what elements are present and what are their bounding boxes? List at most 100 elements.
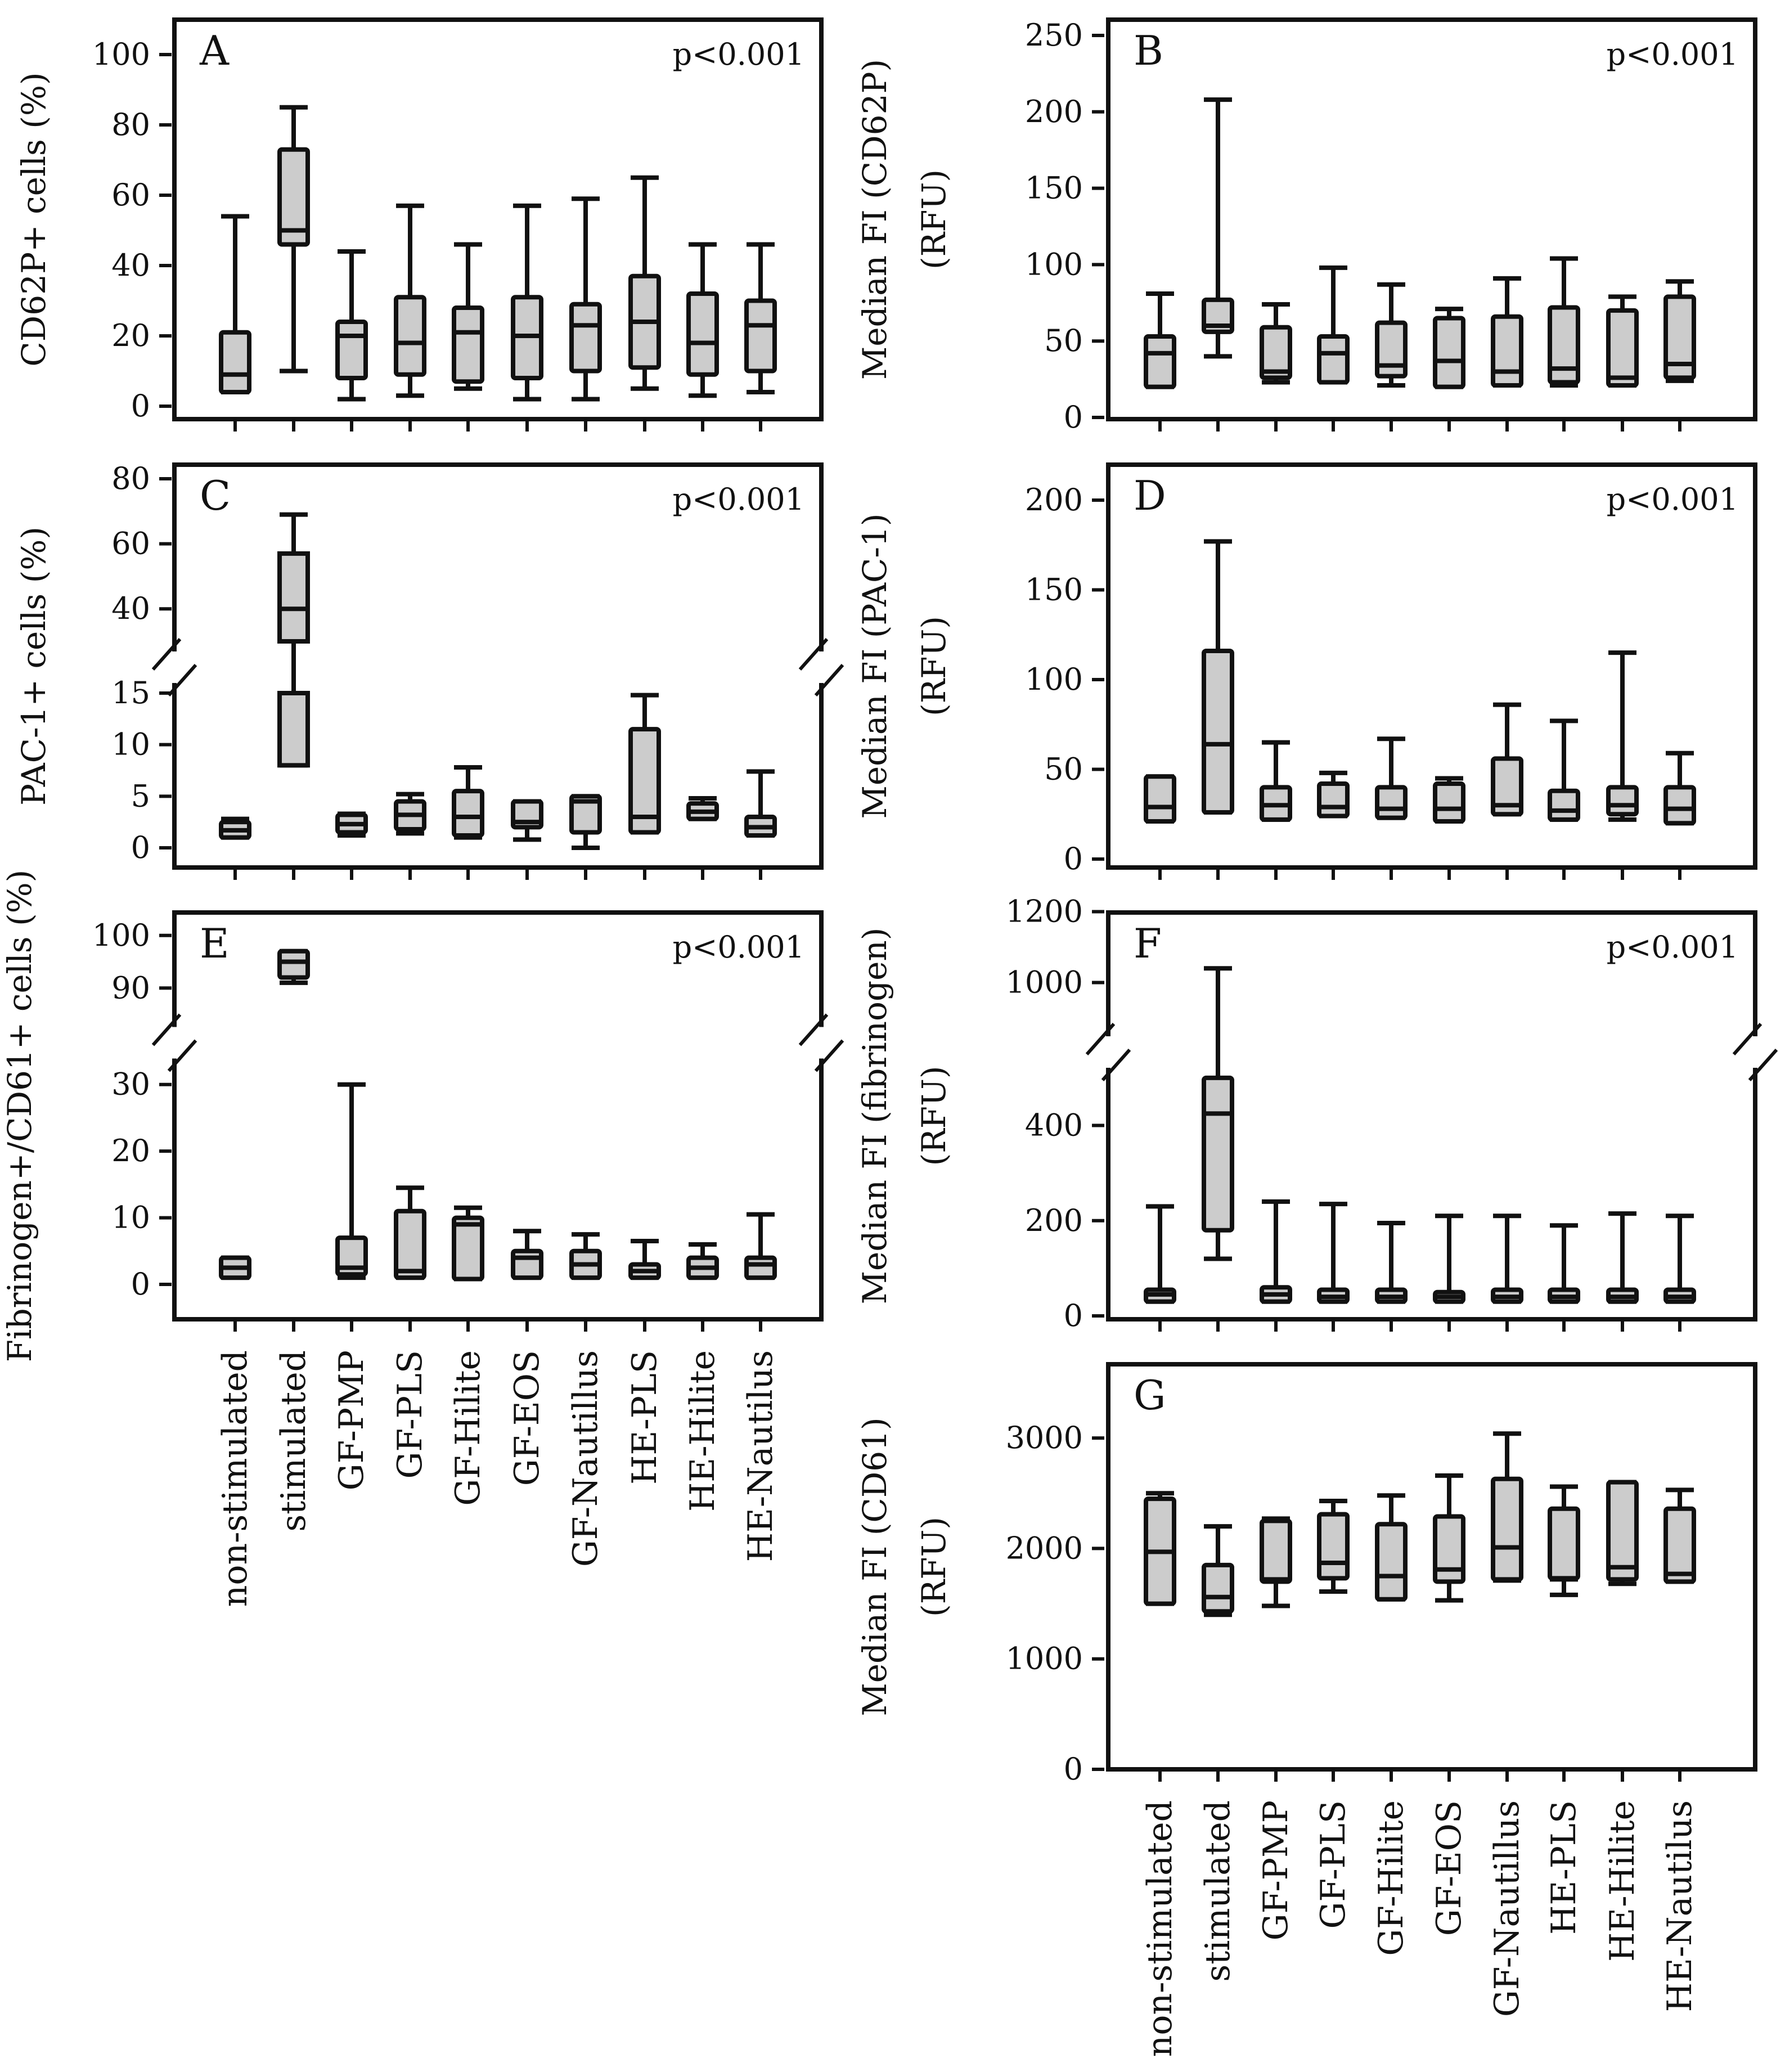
box-iqr: [1144, 334, 1176, 389]
box-he-nautilus: [1663, 1487, 1696, 1584]
axis-break-mark: [798, 638, 829, 671]
plot-frame: [172, 462, 824, 870]
box-iqr: [1202, 1075, 1234, 1233]
x-category-label: GF-Hilite: [1372, 1800, 1411, 1956]
box-gf-nautillus: [569, 794, 602, 850]
y-tick-label: 0: [1064, 841, 1083, 877]
box-stimulated: [1202, 539, 1234, 815]
box-gf-pls: [1317, 770, 1350, 819]
y-tick-label: 3000: [1006, 1420, 1083, 1455]
x-category-labels-right: non-stimulated stimulated GF-PMP GF-PLS GF-H…: [1140, 1800, 1699, 2057]
box-stimulated: [277, 949, 310, 985]
y-tick-label: 20: [111, 318, 150, 353]
axis-break-mark: [151, 1013, 182, 1046]
box-iqr: [686, 291, 719, 377]
box-iqr: [1606, 785, 1639, 817]
box-gf-pls: [394, 792, 426, 836]
box-non-stimulated: [1144, 291, 1176, 389]
y-tick-label: 50: [1044, 323, 1083, 358]
box-gf-nautillus: [569, 1232, 602, 1280]
box-iqr: [1548, 788, 1580, 822]
y-tick-label: 100: [92, 918, 150, 953]
panel-letter: E: [200, 920, 230, 967]
box-iqr: [335, 320, 368, 380]
panel-g: 0 1000 2000 3000 G Median FI (CD61) (RFU): [856, 1362, 1757, 1787]
box-gf-pls: [394, 203, 426, 398]
axis-break-mark: [814, 1039, 844, 1072]
box-iqr: [1260, 1518, 1292, 1584]
box-gf-pmp: [335, 249, 368, 402]
y-axis-label: CD62P+ cells (%): [15, 72, 53, 366]
box-iqr: [1663, 785, 1696, 826]
y-tick-label: 5: [131, 778, 150, 813]
axis-break-mark: [1101, 1049, 1131, 1081]
box-iqr: [1433, 1514, 1465, 1584]
y-tick-label: 30: [111, 1067, 150, 1102]
box-gf-eos: [511, 799, 543, 842]
y-axis-label-unit: (RFU): [915, 169, 953, 269]
box-gf-eos: [511, 203, 543, 402]
box-he-pls: [1548, 1484, 1580, 1597]
y-tick-label: 15: [111, 675, 150, 711]
panel-letter: F: [1134, 920, 1162, 967]
x-category-label: GF-PMP: [332, 1350, 371, 1490]
axis-break-mark: [814, 664, 844, 696]
y-axis-label: PAC-1+ cells (%): [15, 527, 53, 806]
box-non-stimulated: [219, 1255, 251, 1280]
x-category-label: GF-Nautillus: [566, 1350, 605, 1567]
box-gf-eos: [1433, 307, 1465, 389]
plot-frame: [1106, 910, 1757, 1322]
box-he-nautilus: [744, 769, 777, 838]
box-iqr: [1606, 308, 1639, 388]
y-axis-label: Median FI (fibrinogen): [856, 928, 894, 1305]
y-tick-label: 200: [1025, 482, 1083, 518]
box-he-hilite: [1606, 650, 1639, 822]
box-gf-hilite: [452, 242, 484, 391]
box-non-stimulated: [1144, 1204, 1176, 1304]
box-gf-hilite: [1375, 282, 1408, 388]
box-iqr: [277, 949, 310, 980]
box-non-stimulated: [1144, 1491, 1176, 1606]
box-gf-eos: [511, 1229, 543, 1280]
box-non-stimulated: [1144, 774, 1176, 824]
y-axis-label-unit: (RFU): [915, 616, 953, 716]
box-gf-pmp: [1260, 740, 1292, 822]
box-iqr: [335, 1235, 368, 1277]
box-iqr: [277, 691, 310, 768]
box-gf-hilite: [452, 765, 484, 840]
x-category-label: stimulated: [274, 1350, 313, 1532]
p-value: p<0.001: [1607, 482, 1738, 517]
y-tick-label: 250: [1025, 17, 1083, 53]
box-gf-pls: [394, 1185, 426, 1280]
y-axis-label: Median FI (PAC-1): [856, 513, 894, 819]
x-category-labels-left: non-stimulated stimulated GF-PMP GF-PLS GF-H…: [215, 1350, 780, 1607]
y-tick-label: 10: [111, 1200, 150, 1235]
box-iqr: [628, 727, 661, 835]
box-iqr: [1663, 294, 1696, 380]
x-category-label: HE-Nautilus: [741, 1350, 780, 1562]
box-non-stimulated: [219, 816, 251, 840]
box-gf-nautillus: [1491, 276, 1523, 388]
box-gf-pmp: [1260, 1199, 1292, 1304]
y-tick-label: 50: [1044, 752, 1083, 787]
box-iqr: [1606, 1480, 1639, 1582]
plot-frame: [1106, 1362, 1757, 1772]
axis-break-mark: [1085, 1023, 1116, 1055]
y-tick-label: 150: [1025, 170, 1083, 206]
y-tick-label: 0: [1064, 399, 1083, 435]
panel-letter: G: [1134, 1372, 1166, 1419]
box-gf-nautillus: [1491, 1213, 1523, 1304]
p-value: p<0.001: [673, 37, 804, 72]
y-tick-label: 1000: [1006, 965, 1083, 1000]
box-iqr: [1260, 325, 1292, 380]
y-tick-label: 100: [1025, 246, 1083, 282]
box-he-pls: [628, 175, 661, 391]
y-tick-label: 0: [131, 830, 150, 865]
box-iqr: [1202, 648, 1234, 815]
axis-break-mark: [151, 638, 182, 671]
box-iqr: [1375, 320, 1408, 379]
